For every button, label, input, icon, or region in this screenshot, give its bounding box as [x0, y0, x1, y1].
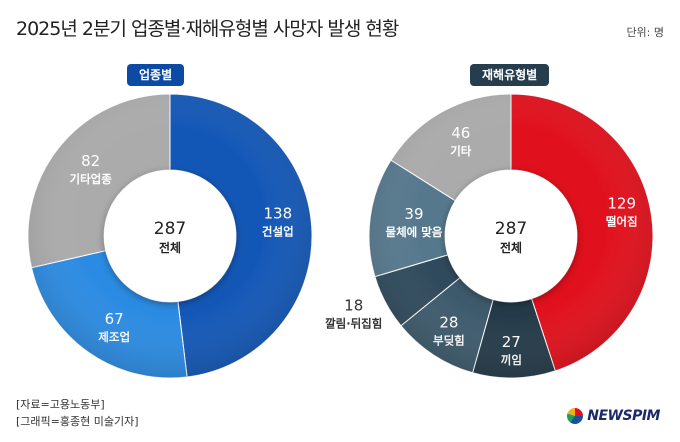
unit-label: 단위: 명	[626, 26, 664, 39]
center-label-1: 전체	[500, 240, 522, 255]
slice-label-1-4: 물체에 맞음	[386, 225, 443, 239]
center-total-0: 287	[154, 219, 186, 239]
center-label-0: 전체	[159, 240, 181, 255]
slice-label-0-1: 제조업	[98, 330, 130, 344]
slice-label-1-2: 부딪힘	[433, 334, 465, 348]
slice-label-0-0: 건설업	[262, 225, 294, 239]
slice-value-1-1: 27	[502, 333, 521, 351]
slice-value-1-3: 18	[344, 296, 363, 314]
slice-value-1-2: 28	[439, 314, 458, 332]
slice-value-1-4: 39	[404, 205, 423, 223]
slice-label-1-5: 기타	[450, 144, 472, 158]
type-chart-badge: 재해유형별	[470, 64, 550, 86]
donut-center-1	[445, 170, 577, 302]
newspim-logo-icon	[567, 408, 584, 424]
slice-value-0-0: 138	[263, 205, 292, 223]
slice-label-1-3: 깔림·뒤집힘	[325, 316, 382, 330]
donut-center-0	[104, 170, 236, 302]
slice-label-0-2: 기타업종	[70, 172, 113, 186]
source-credit: [자료=고용노동부]	[16, 398, 105, 411]
newspim-logo: NEWSPIM	[567, 408, 660, 424]
slice-value-1-5: 46	[451, 124, 470, 142]
slice-label-1-0: 떨어짐	[606, 215, 638, 229]
slice-label-1-1: 끼임	[501, 353, 522, 367]
slice-value-0-2: 82	[81, 152, 100, 170]
chart-title: 2025년 2분기 업종별·재해유형별 사망자 발생 현황	[16, 18, 399, 40]
slice-value-0-1: 67	[105, 310, 124, 328]
industry-chart-badge: 업종별	[127, 64, 185, 86]
center-total-1: 287	[495, 219, 527, 239]
slice-value-1-0: 129	[607, 195, 636, 213]
newspim-logo-text: NEWSPIM	[587, 408, 660, 424]
graphic-credit: [그래픽=홍종현 미술기자]	[16, 415, 139, 428]
